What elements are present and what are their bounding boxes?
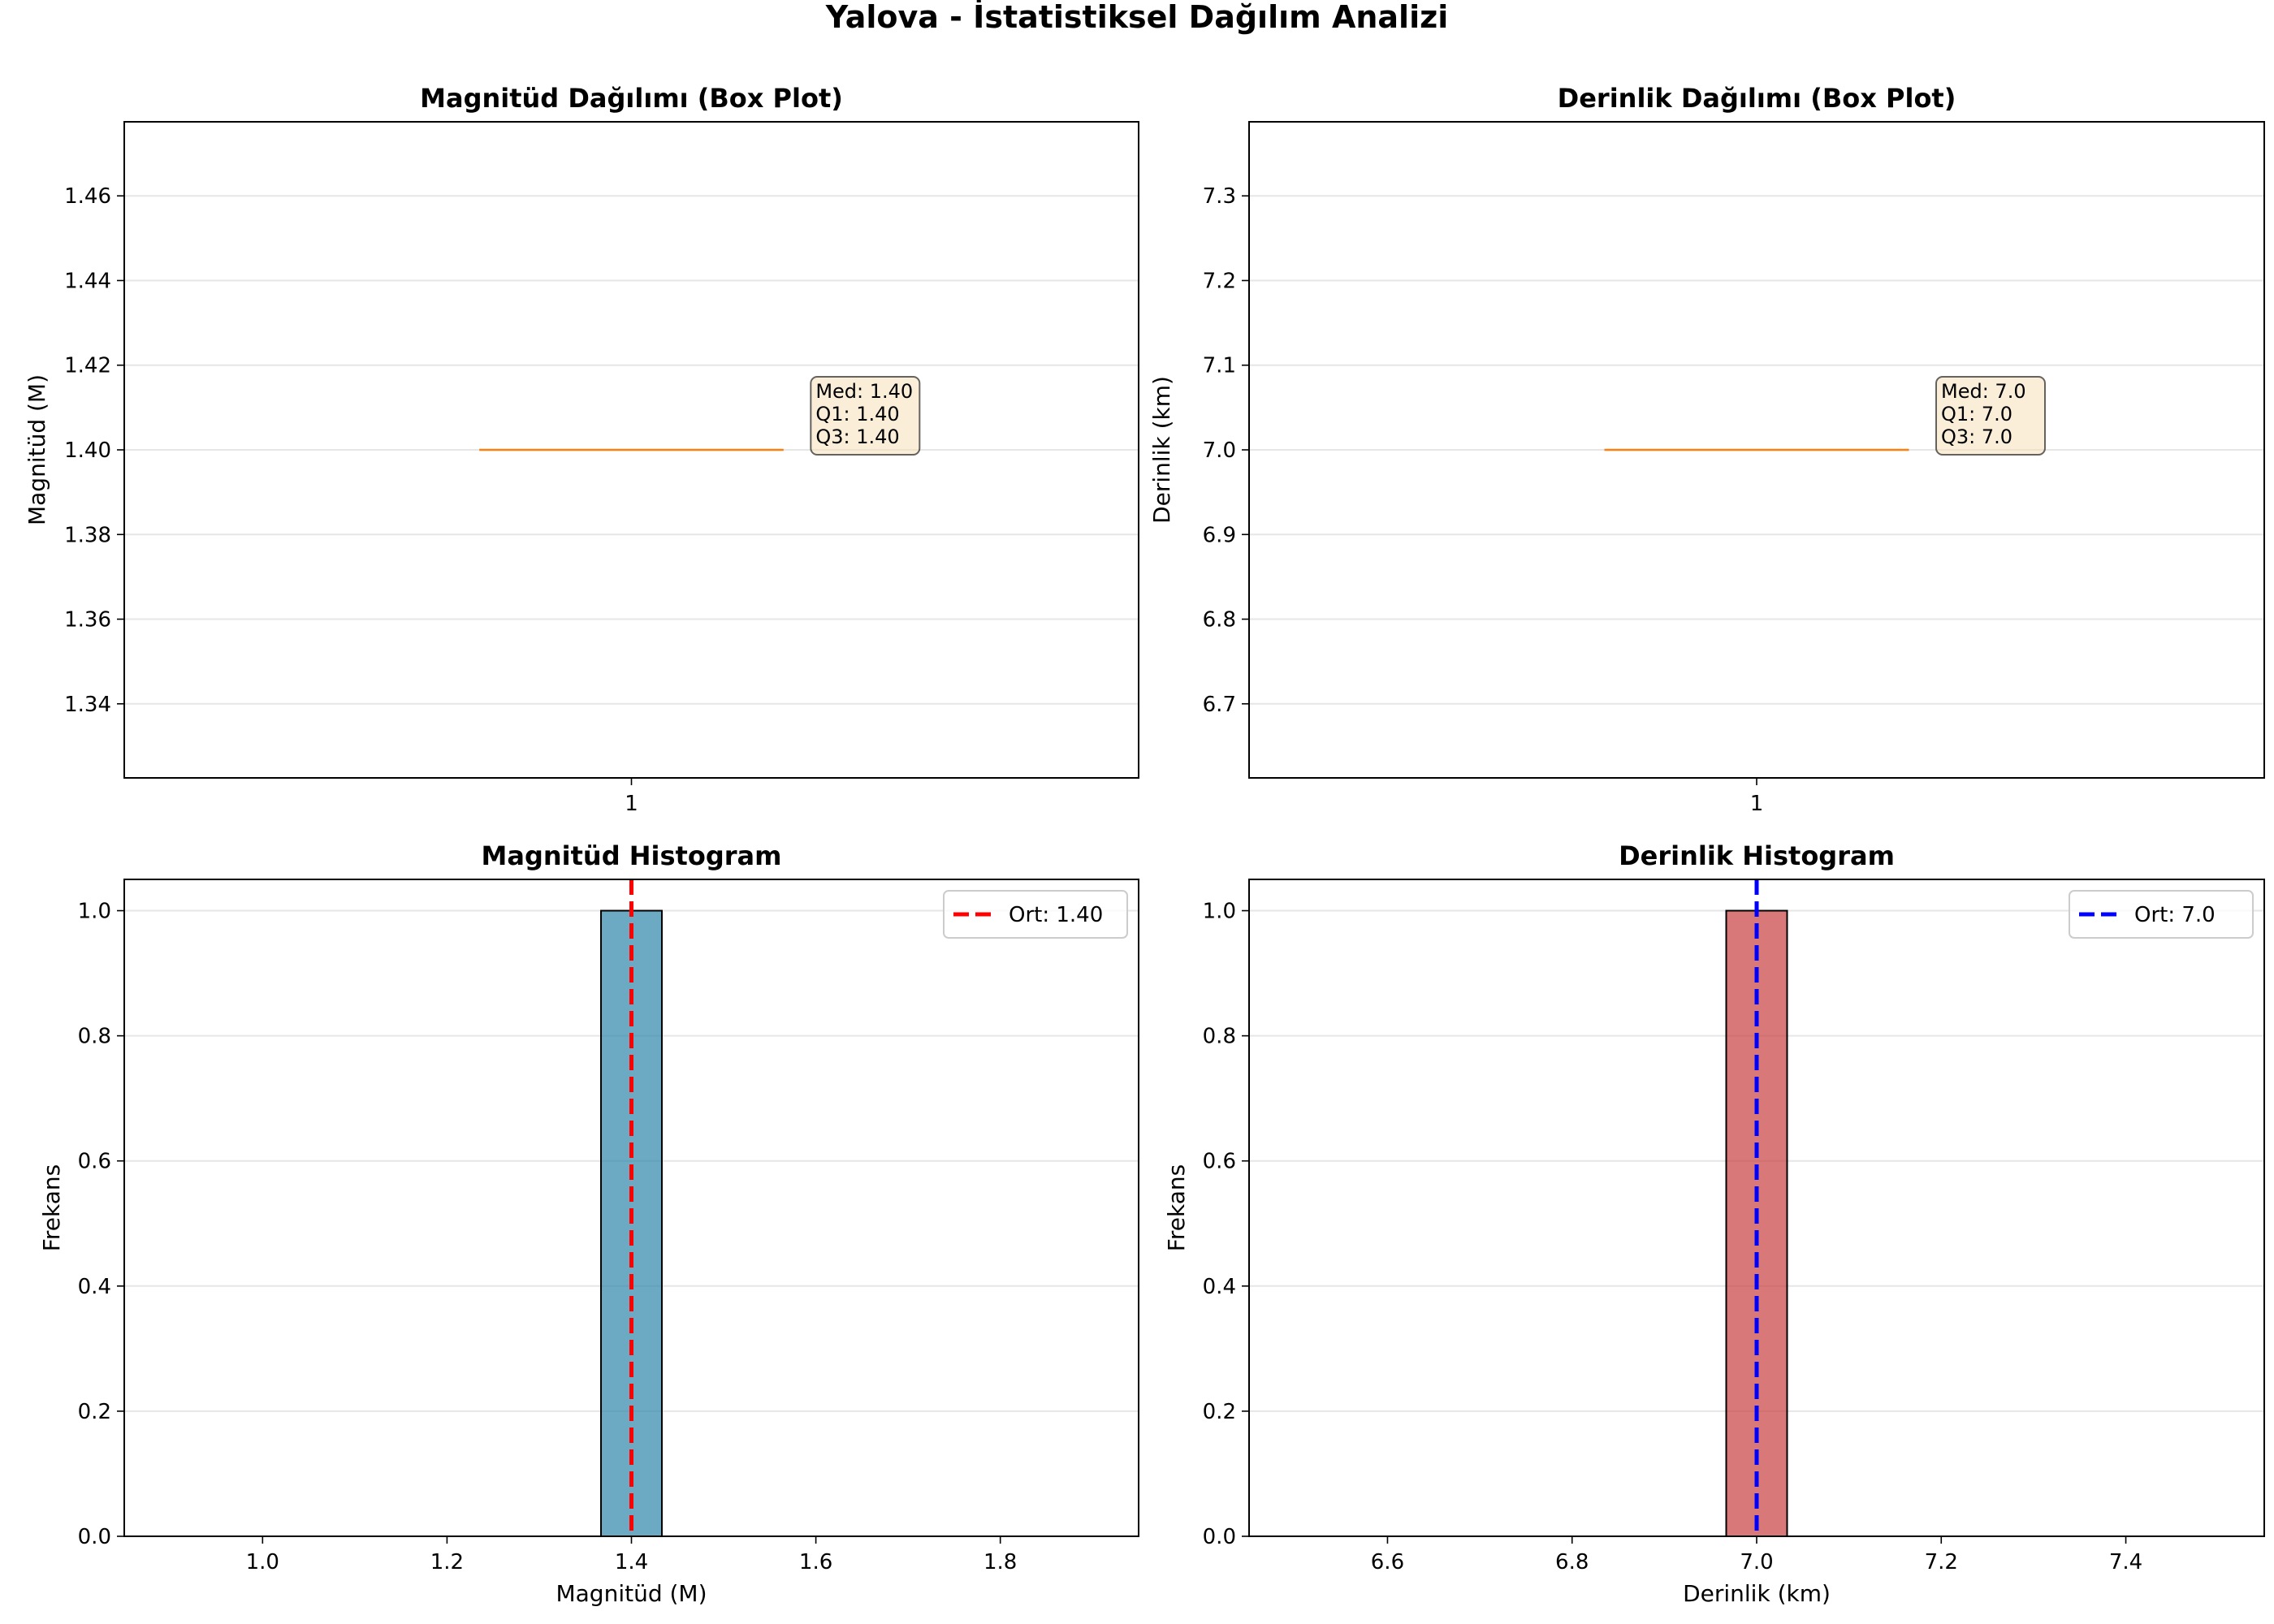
y-tick-label: 6.7 [1203,693,1236,717]
y-axis-label: Magnitüd (M) [24,374,50,525]
y-tick-label: 7.1 [1203,354,1236,378]
axes-frame [123,879,1139,1537]
y-tick-label: 1.0 [1203,900,1236,924]
y-tick-label: 1.44 [64,269,111,293]
y-axis-label: Frekans [38,1164,65,1251]
stats-annotation-text: Q3: 1.40 [815,425,899,448]
stats-annotation-text: Q1: 7.0 [1941,403,2012,425]
chart-title: Derinlik Histogram [1619,840,1895,871]
y-axis-label: Derinlik (km) [1148,376,1175,524]
chart-panel-2: 6.7 6.8 6.9 7.0 7.1 7.2 7.3 1 Med: 7.0Q1: 7.0Q3:… [1148,83,2265,816]
y-tick-label: 1.0 [78,900,111,924]
y-tick-label: 7.3 [1203,184,1236,209]
chart-title: Magnitüd Histogram [482,840,782,871]
x-tick-label: 6.6 [1371,1550,1404,1574]
legend-label: Ort: 7.0 [2134,903,2216,927]
y-tick-label: 0.8 [1203,1025,1236,1049]
x-tick-label: 7.2 [1925,1550,1958,1574]
x-tick-label: 1.2 [430,1550,464,1574]
y-tick-label: 0.0 [78,1525,111,1549]
x-tick-label: 1 [1750,792,1764,816]
y-tick-label: 0.2 [78,1400,111,1424]
stats-annotation-text: Med: 1.40 [815,380,913,403]
axes-frame [123,121,1139,779]
stats-annotation-box [810,376,921,456]
y-axis-label: Frekans [1163,1164,1190,1251]
y-tick-label: 1.46 [64,184,111,209]
stats-annotation-text: Med: 7.0 [1941,380,2026,403]
axes-frame [1248,879,2265,1537]
x-tick-label: 7.0 [1740,1550,1773,1574]
y-tick-label: 0.4 [1203,1275,1236,1299]
y-tick-label: 0.0 [1203,1525,1236,1549]
y-tick-label: 0.8 [78,1025,111,1049]
y-tick-label: 7.0 [1203,438,1236,463]
stats-annotation-box [1935,376,2046,456]
x-axis-label: Magnitüd (M) [556,1580,707,1607]
x-tick-label: 1.6 [799,1550,832,1574]
y-tick-label: 7.2 [1203,269,1236,293]
y-tick-label: 6.9 [1203,523,1236,547]
chart-panel-4: 0.0 0.2 0.4 0.6 0.8 1.0 6.6 6.8 7.0 7.2 7.4 Ort: 7.… [1163,840,2265,1607]
chart-title: Derinlik Dağılımı (Box Plot) [1558,83,1956,114]
y-tick-label: 1.38 [64,523,111,547]
y-tick-label: 6.8 [1203,608,1236,633]
stats-annotation-text: Q1: 1.40 [815,403,899,425]
y-tick-label: 0.2 [1203,1400,1236,1424]
y-tick-label: 1.40 [64,438,111,463]
x-tick-label: 1 [625,792,638,816]
legend-label: Ort: 1.40 [1009,903,1103,927]
y-tick-label: 0.6 [1203,1150,1236,1174]
y-tick-label: 1.36 [64,608,111,633]
stats-annotation-text: Q3: 7.0 [1941,425,2012,448]
x-tick-label: 1.8 [984,1550,1017,1574]
y-tick-label: 0.4 [78,1275,111,1299]
chart-panel-3: 0.0 0.2 0.4 0.6 0.8 1.0 1.0 1.2 1.4 1.6 1.8 Ort: 1.… [38,840,1139,1607]
figure-title: Yalova - İstatistiksel Dağılım Analizi [825,0,1449,35]
chart-title: Magnitüd Dağılımı (Box Plot) [420,83,843,114]
x-tick-label: 7.4 [2109,1550,2142,1574]
y-tick-label: 0.6 [78,1150,111,1174]
x-tick-label: 6.8 [1555,1550,1589,1574]
chart-panel-1: 1.34 1.36 1.38 1.40 1.42 1.44 1.46 1 Med: 1.40Q1… [24,83,1139,816]
legend [2069,890,2254,939]
x-tick-label: 1.4 [615,1550,648,1574]
x-tick-label: 1.0 [246,1550,279,1574]
legend [943,890,1128,939]
y-tick-label: 1.42 [64,354,111,378]
y-tick-label: 1.34 [64,693,111,717]
axes-frame [1248,121,2265,779]
x-axis-label: Derinlik (km) [1683,1580,1831,1607]
